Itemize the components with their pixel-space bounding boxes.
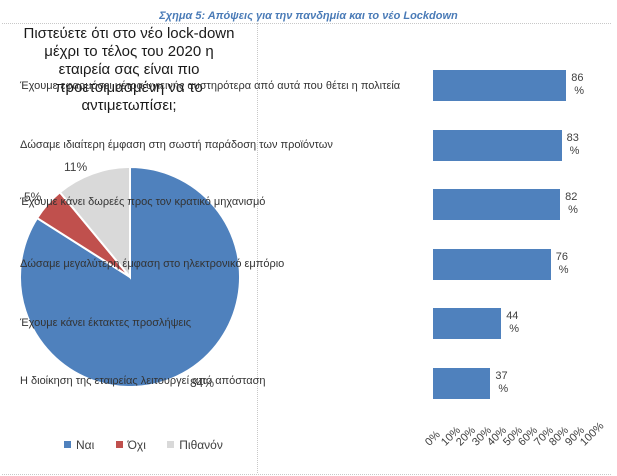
pie-slice-maybe — [58, 165, 131, 280]
legend-label: Πιθανόν — [179, 438, 223, 452]
legend-item-no: Όχι — [115, 438, 146, 452]
legend-label: Ναι — [76, 438, 95, 452]
bar-category-label: Έχουμε κάνει δωρεές προς τον κρατικό μηχ… — [20, 196, 266, 208]
panel-separator — [257, 23, 258, 473]
pie-title-line: μέχρι το τέλος του 2020 η — [44, 43, 214, 60]
pie-title-line: αντιμετωπίσει; — [81, 97, 177, 114]
bar-category-label: Δώσαμε ιδιαίτερη έμφαση στη σωστή παράδο… — [20, 139, 333, 151]
bar-value-number: 37 — [495, 369, 508, 382]
bar-value-number: 44 — [506, 310, 519, 322]
legend-item-yes: Ναι — [64, 438, 94, 452]
bar-value-number: 83 — [566, 131, 579, 144]
bar — [433, 70, 567, 101]
pie-title-line: Πιστεύετε ότι στο νέο lock-down — [23, 25, 235, 42]
bar-value-unit: % — [509, 323, 519, 335]
bar-category-label: Έχουμε κάνει έκτακτες προσλήψεις — [20, 317, 192, 329]
figure-frame — [2, 23, 611, 475]
pie-legend: Ναι Όχι Πιθανόν — [64, 438, 241, 452]
bar-value-label: 44% — [506, 310, 519, 336]
bar-category-label: Η διοίκηση της εταιρείας λειτουργεί από … — [20, 375, 266, 387]
pie-chart-title: Πιστεύετε ότι στο νέο lock-down μέχρι το… — [18, 25, 240, 115]
bar — [433, 248, 551, 280]
bar — [433, 367, 491, 399]
bar-value-unit: % — [569, 144, 580, 157]
legend-item-maybe: Πιθανόν — [167, 438, 223, 452]
bar — [433, 129, 562, 161]
bar-value-unit: % — [498, 382, 509, 395]
figure-title: Σχημα 5: Απόψεις για την πανδημία και το… — [159, 10, 458, 22]
pie-value-label: 5% — [24, 190, 42, 204]
bar-value-label: 86% — [571, 72, 584, 98]
bar-value-label: 82% — [565, 191, 578, 217]
pie-value-label: 11% — [64, 160, 88, 174]
bar-value-unit: % — [558, 263, 569, 276]
bar-category-label: Δώσαμε μεγαλύτερη έμφαση στο ηλεκτρονικό… — [20, 258, 285, 270]
bar-value-label: 76% — [556, 251, 569, 277]
bar — [433, 308, 502, 339]
pie-value-label: 84% — [190, 376, 215, 390]
bar — [433, 189, 561, 220]
bar-value-number: 82 — [565, 191, 578, 203]
pie-title-line: εταιρεία σας είναι πιο — [58, 61, 200, 78]
pie-title-line: προετοιμασμένη να το — [55, 79, 203, 96]
bar-category-label: Έχουμε εφαρμόσει μέτρα υγιεινής αυστηρότ… — [20, 80, 401, 92]
bar-value-label: 83% — [567, 132, 580, 158]
bar-value-number: 86 — [571, 72, 584, 84]
bar-value-number: 76 — [555, 250, 569, 263]
legend-swatch-blue — [64, 441, 71, 448]
bar-value-unit: % — [574, 85, 585, 97]
bar-value-label: 37% — [495, 370, 508, 396]
legend-swatch-red — [115, 441, 123, 448]
legend-swatch-gray — [167, 441, 175, 448]
bar-value-unit: % — [568, 204, 578, 216]
legend-label: Όχι — [127, 438, 146, 452]
